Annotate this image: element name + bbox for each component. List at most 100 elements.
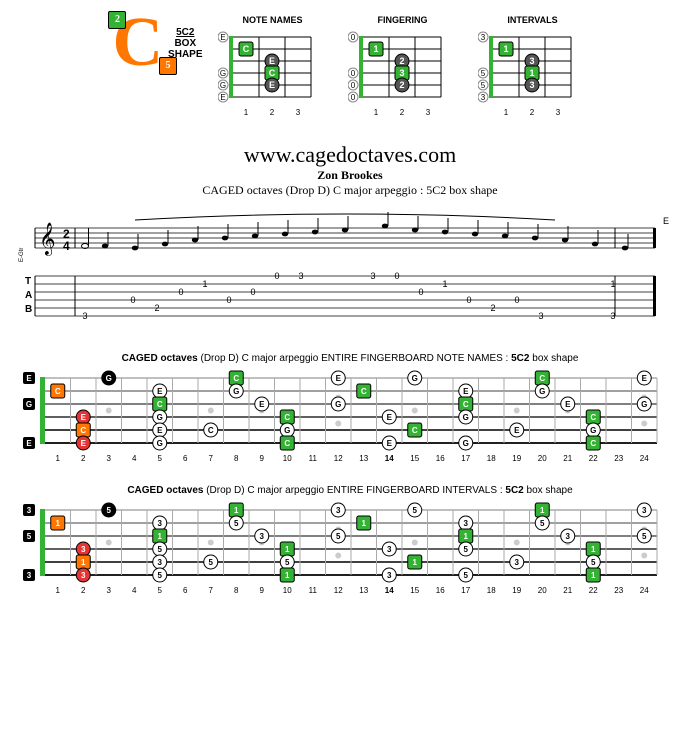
svg-text:11: 11: [309, 586, 318, 595]
svg-text:3: 3: [298, 271, 303, 281]
svg-text:5: 5: [107, 506, 112, 515]
svg-text:3: 3: [295, 108, 300, 117]
svg-text:0: 0: [350, 33, 355, 42]
svg-text:G: G: [219, 69, 225, 78]
svg-text:5: 5: [464, 571, 469, 580]
svg-text:C: C: [208, 426, 214, 435]
svg-text:1: 1: [243, 108, 248, 117]
fretboards: CAGED octaves (Drop D) C major arpeggio …: [15, 353, 685, 602]
svg-text:G: G: [157, 413, 163, 422]
svg-text:1: 1: [158, 532, 163, 541]
svg-text:0: 0: [350, 69, 355, 78]
svg-text:0: 0: [250, 287, 255, 297]
svg-text:14: 14: [385, 454, 394, 463]
svg-text:1: 1: [503, 108, 508, 117]
svg-text:4: 4: [63, 239, 70, 253]
svg-text:5: 5: [642, 532, 647, 541]
svg-text:15: 15: [410, 586, 419, 595]
svg-text:23: 23: [614, 586, 623, 595]
svg-text:3: 3: [529, 56, 534, 66]
svg-text:G: G: [233, 387, 239, 396]
full-fretboard: EGECECEGCEGCEEGCEGCEGCEGGCEGCECGCEGGCEGC…: [15, 368, 677, 465]
svg-text:E: E: [157, 387, 163, 396]
svg-text:3: 3: [158, 558, 163, 567]
svg-text:3: 3: [480, 33, 485, 42]
svg-text:3: 3: [81, 571, 86, 580]
svg-text:1: 1: [285, 545, 290, 554]
svg-text:E: E: [157, 426, 163, 435]
svg-text:G: G: [26, 400, 32, 409]
svg-text:1: 1: [540, 506, 545, 515]
svg-text:1: 1: [591, 545, 596, 554]
svg-text:C: C: [590, 439, 596, 448]
svg-text:C: C: [157, 400, 163, 409]
svg-text:C: C: [268, 68, 275, 78]
svg-text:21: 21: [563, 586, 572, 595]
svg-text:17: 17: [461, 586, 470, 595]
svg-text:E: E: [268, 56, 274, 66]
mini-diagram: INTERVALS35531313123: [478, 15, 588, 122]
svg-text:13: 13: [359, 454, 368, 463]
svg-text:2: 2: [490, 303, 495, 313]
svg-text:2: 2: [529, 108, 534, 117]
svg-text:2: 2: [399, 56, 404, 66]
svg-text:1: 1: [234, 506, 239, 515]
logo-top-dot: 2: [108, 11, 126, 29]
svg-text:8: 8: [234, 586, 239, 595]
logo-c: C 2 5: [112, 15, 163, 71]
mini-diagrams: NOTE NAMESEGGECECE123FINGERING0000123212…: [218, 15, 588, 122]
notation-tab: 𝄞24ETABE-Gtr3020100033001020313: [15, 208, 685, 333]
svg-text:5: 5: [413, 506, 418, 515]
author: Zon Brookes: [15, 168, 685, 183]
svg-text:3: 3: [566, 532, 571, 541]
svg-text:1: 1: [413, 558, 418, 567]
svg-text:1: 1: [285, 571, 290, 580]
svg-text:G: G: [106, 374, 112, 383]
svg-text:E: E: [26, 374, 32, 383]
svg-text:0: 0: [514, 295, 519, 305]
svg-text:3: 3: [387, 571, 392, 580]
svg-text:E: E: [220, 33, 225, 42]
svg-text:3: 3: [370, 271, 375, 281]
svg-text:0: 0: [350, 93, 355, 102]
svg-text:5: 5: [540, 519, 545, 528]
mini-diagram: NOTE NAMESEGGECECE123: [218, 15, 328, 122]
svg-text:C: C: [463, 400, 469, 409]
mini-title: FINGERING: [348, 15, 458, 25]
svg-text:3: 3: [27, 571, 32, 580]
svg-text:1: 1: [464, 532, 469, 541]
svg-text:C: C: [284, 439, 290, 448]
svg-text:G: G: [590, 426, 596, 435]
svg-text:3: 3: [27, 506, 32, 515]
svg-text:2: 2: [269, 108, 274, 117]
mini-fretboard: 35531313123: [478, 27, 588, 117]
svg-text:20: 20: [538, 454, 547, 463]
svg-text:18: 18: [487, 586, 496, 595]
svg-text:0: 0: [418, 287, 423, 297]
svg-text:2: 2: [81, 586, 86, 595]
svg-text:0: 0: [350, 81, 355, 90]
svg-text:3: 3: [480, 93, 485, 102]
svg-text:2: 2: [81, 454, 86, 463]
svg-text:0: 0: [274, 271, 279, 281]
svg-text:E: E: [663, 216, 669, 226]
full-fretboard: 3531313513513351351351355135135513551351…: [15, 500, 677, 597]
svg-text:1: 1: [56, 519, 61, 528]
svg-text:E-Gtr: E-Gtr: [19, 248, 25, 262]
fretboard-title: CAGED octaves (Drop D) C major arpeggio …: [15, 485, 685, 496]
svg-text:0: 0: [226, 295, 231, 305]
svg-text:E: E: [259, 400, 265, 409]
svg-text:C: C: [242, 44, 249, 54]
svg-text:1: 1: [56, 454, 61, 463]
svg-text:24: 24: [640, 454, 649, 463]
svg-text:3: 3: [81, 545, 86, 554]
svg-text:5: 5: [27, 532, 32, 541]
svg-text:5: 5: [158, 545, 163, 554]
svg-text:3: 3: [399, 68, 404, 78]
svg-text:4: 4: [132, 586, 137, 595]
svg-text:3: 3: [642, 506, 647, 515]
svg-text:1: 1: [202, 279, 207, 289]
svg-text:3: 3: [529, 80, 534, 90]
svg-text:3: 3: [158, 519, 163, 528]
svg-text:E: E: [26, 439, 32, 448]
